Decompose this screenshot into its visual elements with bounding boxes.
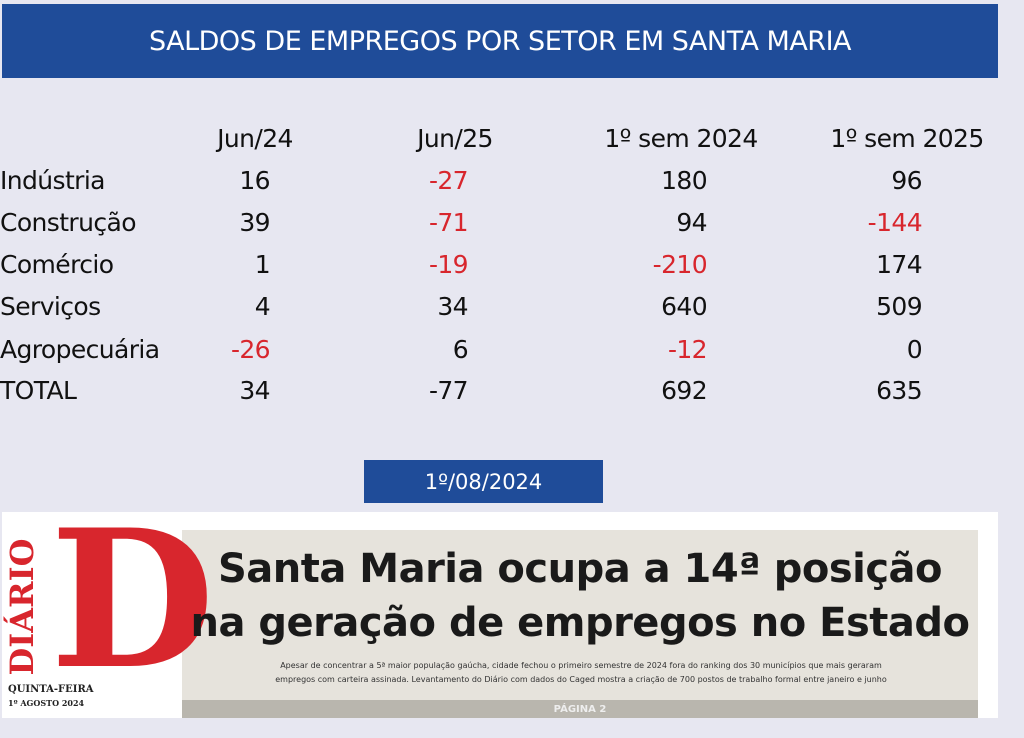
- cell-value: -19: [428, 250, 469, 279]
- headline: Santa Maria ocupa a 14ª posição: [217, 546, 943, 592]
- column-header: 1º sem 2024: [604, 124, 758, 153]
- row-label: Construção: [0, 208, 137, 237]
- issue-date: 1º AGOSTO 2024: [8, 698, 85, 708]
- cell-value: 640: [661, 292, 708, 321]
- cell-value: 34: [239, 376, 270, 405]
- headline: na geração de empregos no Estado: [190, 600, 970, 646]
- cell-value: 6: [452, 335, 469, 364]
- row-label: Comércio: [0, 250, 114, 279]
- weekday: QUINTA-FEIRA: [8, 684, 94, 695]
- row-label: Agropecuária: [0, 335, 160, 364]
- subheadline: Apesar de concentrar a 5ª maior populaçã…: [280, 661, 882, 670]
- page-label: PÁGINA 2: [182, 700, 978, 718]
- cell-value: -71: [428, 208, 469, 237]
- cell-value: 39: [239, 208, 270, 237]
- headline-box: [182, 530, 978, 700]
- cell-value: 0: [906, 335, 923, 364]
- cell-value: -210: [652, 250, 708, 279]
- cell-value: -27: [428, 166, 469, 195]
- cell-value: 4: [254, 292, 271, 321]
- cell-value: 180: [661, 166, 708, 195]
- date-badge: 1º/08/2024: [364, 460, 603, 503]
- cell-value: 635: [876, 376, 923, 405]
- cell-value: -12: [667, 335, 708, 364]
- logo-letter: D: [50, 488, 215, 711]
- cell-value: 96: [891, 166, 922, 195]
- column-header: Jun/24: [217, 124, 293, 153]
- logo-word: DIÁRIO: [3, 538, 41, 676]
- subheadline: empregos com carteira assinada. Levantam…: [275, 675, 887, 684]
- cell-value: 16: [239, 166, 270, 195]
- cell-value: 174: [876, 250, 923, 279]
- column-header: Jun/25: [417, 124, 493, 153]
- row-label: TOTAL: [0, 376, 77, 405]
- cell-value: -26: [230, 335, 271, 364]
- row-label: Serviços: [0, 292, 101, 321]
- column-header: 1º sem 2025: [830, 124, 984, 153]
- cell-value: 94: [676, 208, 707, 237]
- header-title: SALDOS DE EMPREGOS POR SETOR EM SANTA MA…: [2, 4, 998, 78]
- cell-value: 692: [661, 376, 708, 405]
- cell-value: -144: [867, 208, 923, 237]
- cell-value: -77: [428, 376, 469, 405]
- cell-value: 34: [437, 292, 468, 321]
- cell-value: 509: [876, 292, 923, 321]
- row-label: Indústria: [0, 166, 106, 195]
- cell-value: 1: [254, 250, 271, 279]
